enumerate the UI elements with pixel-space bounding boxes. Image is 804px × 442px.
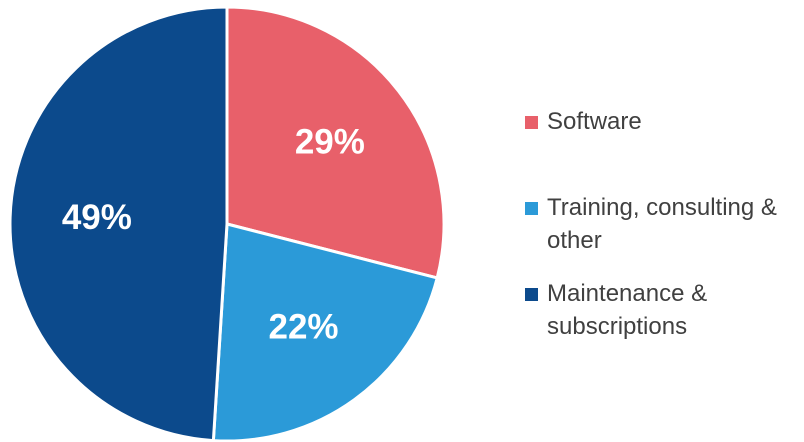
data-label: 49% — [62, 198, 132, 237]
legend-swatch — [525, 288, 538, 301]
legend-item: Maintenance & subscriptions — [525, 277, 804, 343]
legend-label: Training, consulting & other — [547, 194, 777, 254]
pie-slice — [225, 5, 446, 280]
pie-slice — [8, 5, 229, 442]
legend-item: Training, consulting & other — [525, 191, 804, 257]
legend-label: Software — [547, 108, 642, 135]
pie-slice — [211, 222, 440, 442]
legend-swatch — [525, 116, 538, 129]
legend-item: Software — [525, 105, 804, 138]
data-label: 22% — [268, 308, 338, 347]
legend-label: Maintenance & subscriptions — [547, 280, 708, 340]
data-label: 29% — [295, 122, 365, 161]
legend-swatch — [525, 202, 538, 215]
